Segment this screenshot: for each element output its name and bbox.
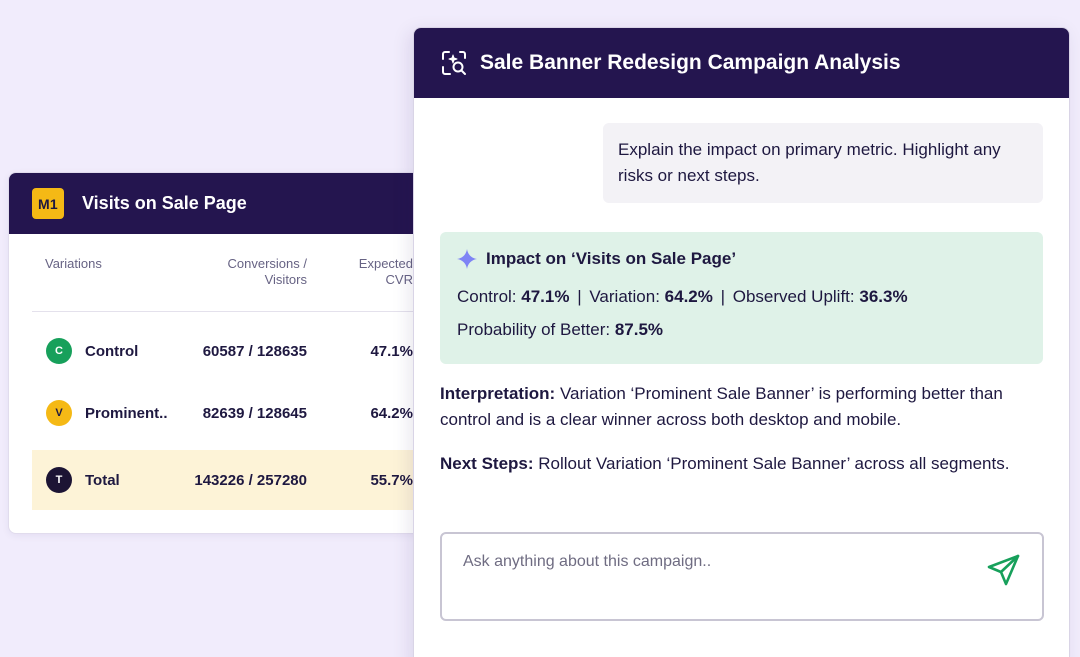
control-value: 47.1% bbox=[521, 287, 570, 306]
uplift-value: 36.3% bbox=[859, 287, 908, 306]
column-header-variations: Variations bbox=[45, 256, 102, 271]
separator: | bbox=[720, 287, 726, 306]
metric-title: Visits on Sale Page bbox=[82, 193, 247, 213]
user-message-bubble: Explain the impact on primary metric. Hi… bbox=[603, 123, 1043, 203]
table-header-divider bbox=[32, 311, 447, 312]
interpretation-text: Interpretation: Variation ‘Prominent Sal… bbox=[440, 381, 1055, 433]
variation-dot-icon: V bbox=[46, 400, 72, 426]
column-header-cvr-line1: Expected bbox=[358, 256, 413, 271]
sparkle-icon bbox=[457, 249, 477, 269]
panel-header: Sale Banner Redesign Campaign Analysis bbox=[414, 28, 1069, 98]
row-cvr: 64.2% bbox=[370, 404, 413, 422]
probability-label: Probability of Better: bbox=[457, 320, 611, 339]
interpretation-body: Variation ‘Prominent Sale Banner’ is per… bbox=[440, 384, 1003, 429]
ask-input-box[interactable] bbox=[440, 532, 1044, 621]
table-row-total[interactable]: T Total 143226 / 257280 55.7% bbox=[32, 450, 447, 510]
row-name: Control bbox=[85, 342, 139, 360]
panel-title: Sale Banner Redesign Campaign Analysis bbox=[480, 51, 901, 74]
column-header-cvr: Expected CVR bbox=[359, 256, 413, 288]
total-dot-icon: T bbox=[46, 467, 72, 493]
column-header-conversions-line2: Visitors bbox=[264, 272, 307, 287]
row-name: Total bbox=[85, 471, 120, 489]
impact-title-row: Impact on ‘Visits on Sale Page’ bbox=[457, 249, 1026, 269]
impact-title: Impact on ‘Visits on Sale Page’ bbox=[486, 249, 737, 268]
impact-values-line: Control: 47.1% | Variation: 64.2% | Obse… bbox=[457, 286, 1026, 308]
row-name: Prominent.. bbox=[85, 404, 168, 422]
analysis-panel: Sale Banner Redesign Campaign Analysis E… bbox=[413, 27, 1070, 657]
variation-label: Variation: bbox=[589, 287, 660, 306]
row-cvr: 55.7% bbox=[370, 471, 413, 489]
row-conversions: 143226 / 257280 bbox=[194, 471, 307, 489]
control-dot-icon: C bbox=[46, 338, 72, 364]
row-cvr: 47.1% bbox=[370, 342, 413, 360]
separator: | bbox=[577, 287, 582, 306]
control-label: Control: bbox=[457, 287, 517, 306]
next-steps-text: Next Steps: Rollout Variation ‘Prominent… bbox=[440, 451, 1060, 477]
metric-card: M1 Visits on Sale Page Variations Conver… bbox=[8, 172, 448, 534]
ai-search-icon bbox=[440, 49, 468, 77]
uplift-label: Observed Uplift: bbox=[732, 287, 855, 306]
metric-card-header: M1 Visits on Sale Page bbox=[9, 173, 447, 234]
metric-badge: M1 bbox=[32, 188, 64, 219]
row-conversions: 82639 / 128645 bbox=[202, 404, 307, 422]
column-header-conversions-line1: Conversions / bbox=[227, 256, 307, 271]
send-button[interactable] bbox=[986, 552, 1022, 588]
row-conversions: 60587 / 128635 bbox=[202, 342, 307, 360]
next-steps-label: Next Steps: bbox=[440, 454, 534, 473]
column-header-cvr-line2: CVR bbox=[385, 272, 413, 287]
probability-value: 87.5% bbox=[614, 320, 664, 339]
interpretation-label: Interpretation: bbox=[440, 384, 556, 403]
column-header-conversions: Conversions / Visitors bbox=[228, 256, 307, 288]
variation-value: 64.2% bbox=[664, 287, 713, 306]
table-row-control[interactable]: C Control 60587 / 128635 47.1% bbox=[32, 321, 447, 381]
ask-input[interactable] bbox=[463, 553, 963, 571]
probability-line: Probability of Better: 87.5% bbox=[457, 319, 1026, 341]
send-icon bbox=[986, 554, 1022, 591]
table-row-variation[interactable]: V Prominent.. 82639 / 128645 64.2% bbox=[32, 383, 447, 443]
next-steps-body: Rollout Variation ‘Prominent Sale Banner… bbox=[538, 454, 1010, 473]
impact-summary-box: Impact on ‘Visits on Sale Page’ Control:… bbox=[440, 232, 1043, 364]
